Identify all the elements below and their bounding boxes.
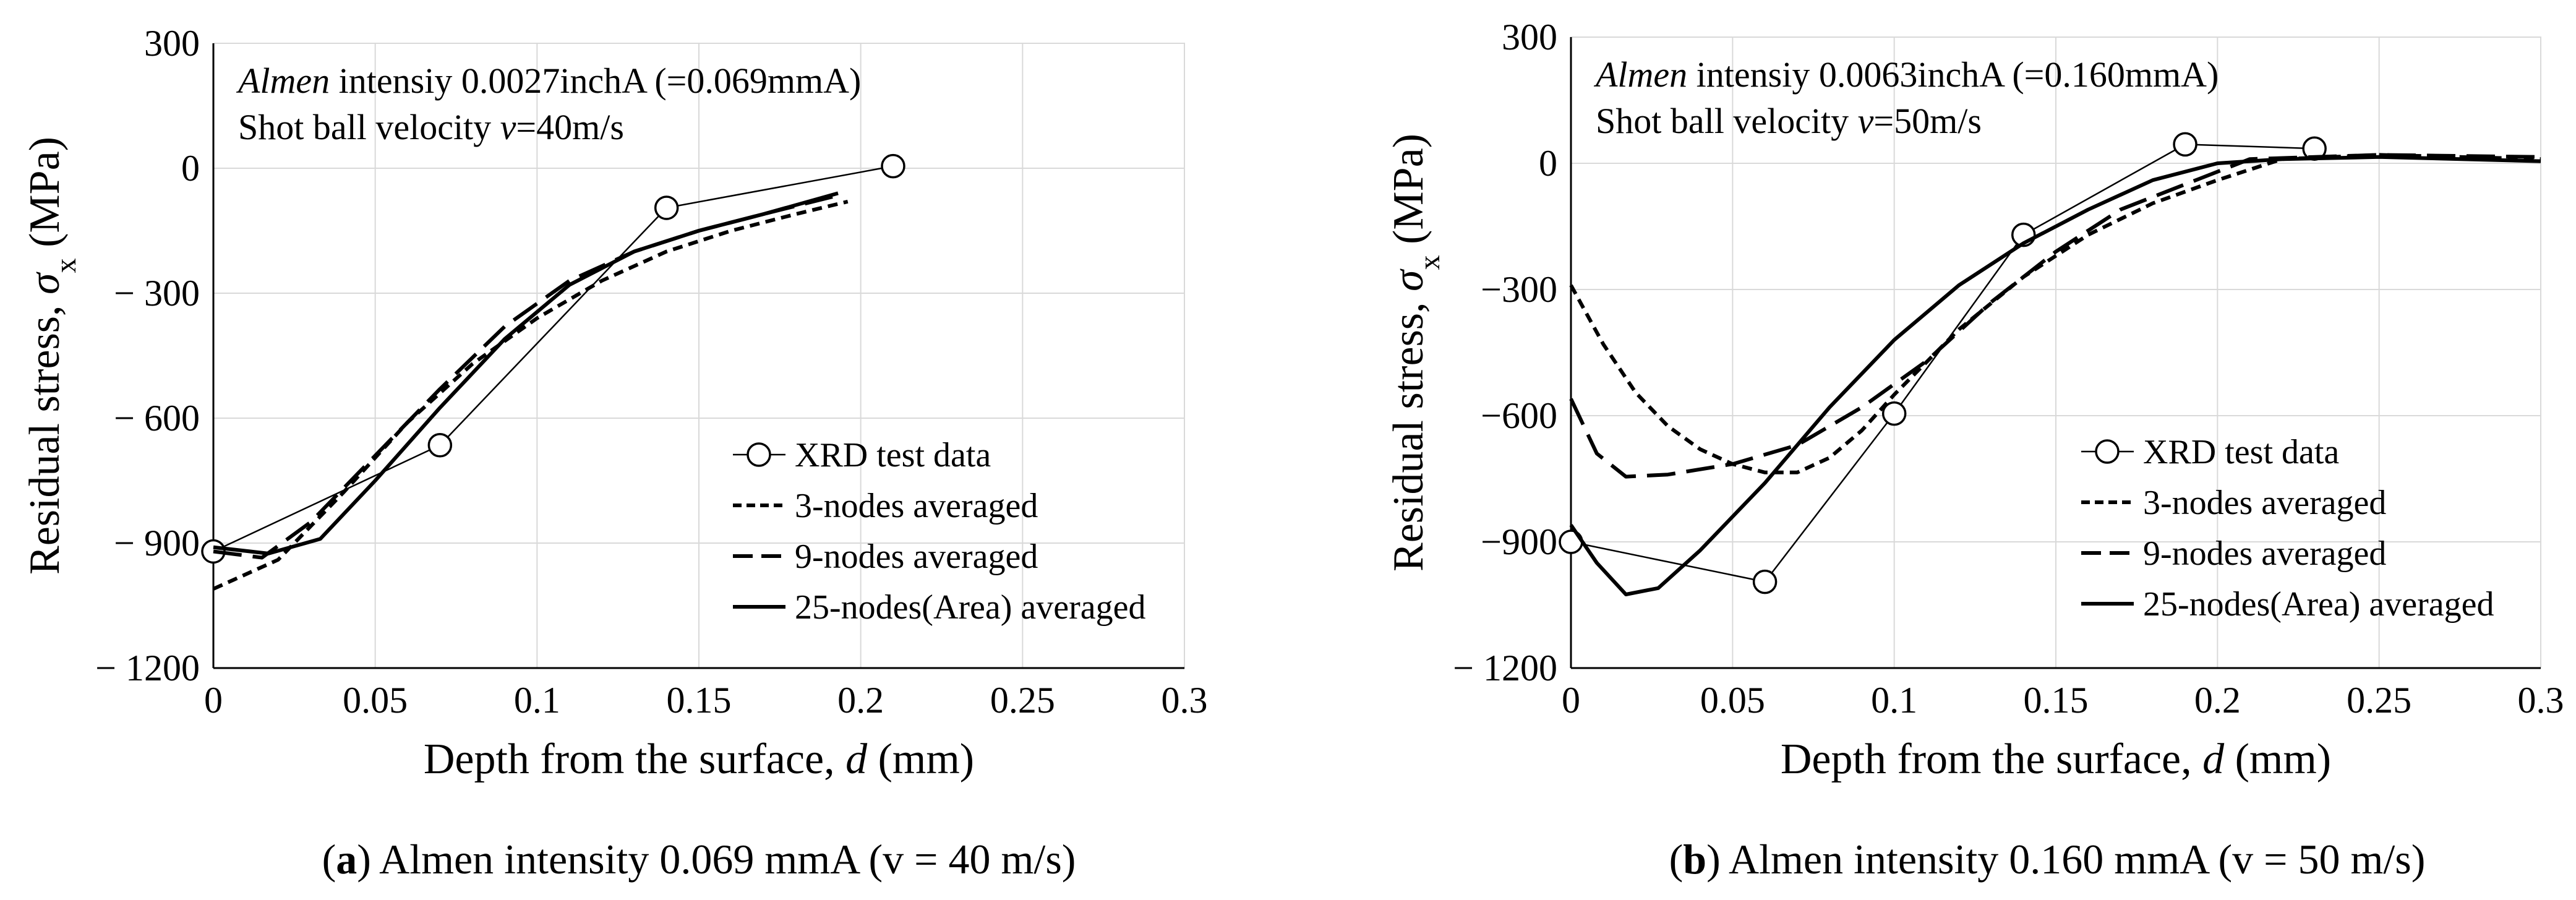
x-tick-label: 0.25: [2347, 680, 2411, 721]
series-line-solid: [1569, 155, 2541, 596]
xrd-data-point: [427, 433, 453, 458]
x-tick-label: 0.2: [2194, 680, 2241, 721]
series-line-circle-marker: [1570, 144, 2315, 583]
x-tick-label: 0.05: [1700, 680, 1765, 721]
caption-text: ) Almen intensity 0.069 mmA (v = 40 m/s): [357, 836, 1076, 883]
x-tick-label: 0.1: [514, 680, 560, 721]
x-tick-label: 0.3: [1162, 680, 1208, 721]
annotation-velocity-value: =40m/s: [516, 107, 624, 147]
y-axis-label-text: Residual stress,: [21, 294, 69, 575]
chart-panel-a: 0 0.05 0.1 0.15 0.2 0.25 0.3 300 0 − 300 − 600 − 90…: [21, 23, 1208, 883]
legend-label: 3-nodes averaged: [795, 487, 1038, 525]
legend-label: 25-nodes(Area) averaged: [795, 588, 1145, 627]
annotation-velocity-label: Shot ball velocity: [238, 107, 500, 147]
xrd-data-point: [1881, 401, 1907, 426]
panel-caption: (b) Almen intensity 0.160 mmA (v = 50 m/…: [1669, 836, 2426, 883]
y-axis-label: Residual stress, σx (MPa): [1385, 134, 1446, 572]
xrd-data-point: [1752, 569, 1778, 594]
annotation-line-1: Almen intensiy 0.0027inchA (=0.069mmA): [236, 61, 861, 101]
series-line-circle-marker: [213, 165, 894, 552]
x-axis-label: Depth from the surface, d (mm): [1781, 735, 2331, 783]
caption-panel-letter: b: [1683, 836, 1706, 883]
y-axis-label-unit: (MPa): [1385, 134, 1432, 255]
series-line-solid: [213, 191, 839, 555]
annotation-almen: Almen: [236, 61, 330, 101]
y-tick-label: 300: [1502, 17, 1557, 58]
legend-label: 3-nodes averaged: [2143, 484, 2386, 522]
y-tick-label: 0: [1539, 143, 1557, 184]
x-axis-label-unit: (mm): [2224, 735, 2331, 783]
caption-panel-letter: a: [336, 836, 357, 883]
x-tick-label: 0.05: [343, 680, 408, 721]
annotation-line-2: Shot ball velocity v=50m/s: [1596, 101, 1982, 141]
x-tick-label: 0.2: [837, 680, 884, 721]
legend-label: XRD test data: [2143, 433, 2339, 471]
y-axis-label-unit: (MPa): [21, 137, 69, 258]
xrd-data-point: [2173, 132, 2197, 157]
y-tick-label: 0: [181, 148, 200, 189]
annotation-intensity: intensiy 0.0063inchA (=0.160mmA): [1687, 54, 2219, 95]
series-line-short-dash: [1569, 153, 2541, 474]
legend-label: 9-nodes averaged: [795, 538, 1038, 576]
series-line-long-dash: [213, 193, 839, 560]
legend-marker: [2095, 439, 2120, 464]
legend-label: XRD test data: [795, 436, 991, 474]
y-tick-label: − 1200: [95, 648, 200, 688]
x-tick-label: 0.15: [667, 680, 732, 721]
annotation-intensity: intensiy 0.0027inchA (=0.069mmA): [330, 61, 861, 101]
x-axis-label-text: Depth from the surface,: [424, 735, 845, 783]
y-tick-label: −900: [1481, 521, 1557, 562]
x-axis-label-unit: (mm): [867, 735, 974, 783]
series-line-short-dash: [212, 199, 849, 591]
annotation-velocity-label: Shot ball velocity: [1596, 101, 1858, 141]
xrd-data-point: [881, 153, 905, 179]
panel-caption: (a) Almen intensity 0.069 mmA (v = 40 m/…: [322, 836, 1076, 883]
legend-label: 9-nodes averaged: [2143, 534, 2386, 573]
annotation-line-2: Shot ball velocity v=40m/s: [238, 107, 624, 147]
y-tick-label: 300: [144, 23, 200, 64]
annotation-velocity-value: =50m/s: [1873, 101, 1982, 141]
y-axis-label-sub: x: [49, 258, 82, 273]
y-axis-label: Residual stress, σx (MPa): [21, 137, 82, 575]
y-axis-label-var: σ: [1385, 268, 1432, 291]
caption-paren-open: (: [1669, 836, 1684, 883]
x-axis-label: Depth from the surface, d (mm): [424, 735, 974, 783]
annotation-line-1: Almen intensiy 0.0063inchA (=0.160mmA): [1593, 54, 2219, 95]
x-tick-label: 0: [204, 680, 223, 721]
annotation-almen: Almen: [1593, 54, 1687, 95]
annotation-velocity-var: v: [1858, 101, 1874, 141]
y-axis-label-text: Residual stress,: [1385, 291, 1432, 572]
legend-marker: [747, 442, 771, 467]
x-tick-label: 0.3: [2518, 680, 2564, 721]
caption-paren-open: (: [322, 836, 336, 883]
x-axis-label-text: Depth from the surface,: [1781, 735, 2202, 783]
x-tick-label: 0.1: [1871, 680, 1917, 721]
y-axis-label-var: σ: [21, 272, 69, 294]
y-tick-label: − 1200: [1453, 648, 1557, 688]
x-axis-label-var: d: [2202, 735, 2225, 783]
y-tick-label: −300: [1481, 269, 1557, 310]
x-axis-label-var: d: [845, 735, 868, 783]
annotation-velocity-var: v: [500, 107, 516, 147]
caption-text: ) Almen intensity 0.160 mmA (v = 50 m/s): [1706, 836, 2425, 883]
chart-panel-b: 0 0.05 0.1 0.15 0.2 0.25 0.3 300 0 −300 −600 −900 − …: [1385, 17, 2564, 883]
x-tick-label: 0.15: [2024, 680, 2089, 721]
xrd-data-point: [654, 195, 679, 220]
y-tick-label: −600: [1481, 395, 1557, 436]
y-tick-label: − 300: [114, 273, 200, 314]
y-tick-label: − 600: [114, 398, 200, 439]
x-tick-label: 0.25: [990, 680, 1055, 721]
y-axis-label-sub: x: [1413, 255, 1446, 270]
x-tick-label: 0: [1562, 680, 1580, 721]
legend-label: 25-nodes(Area) averaged: [2143, 585, 2494, 624]
y-tick-label: − 900: [114, 523, 200, 564]
